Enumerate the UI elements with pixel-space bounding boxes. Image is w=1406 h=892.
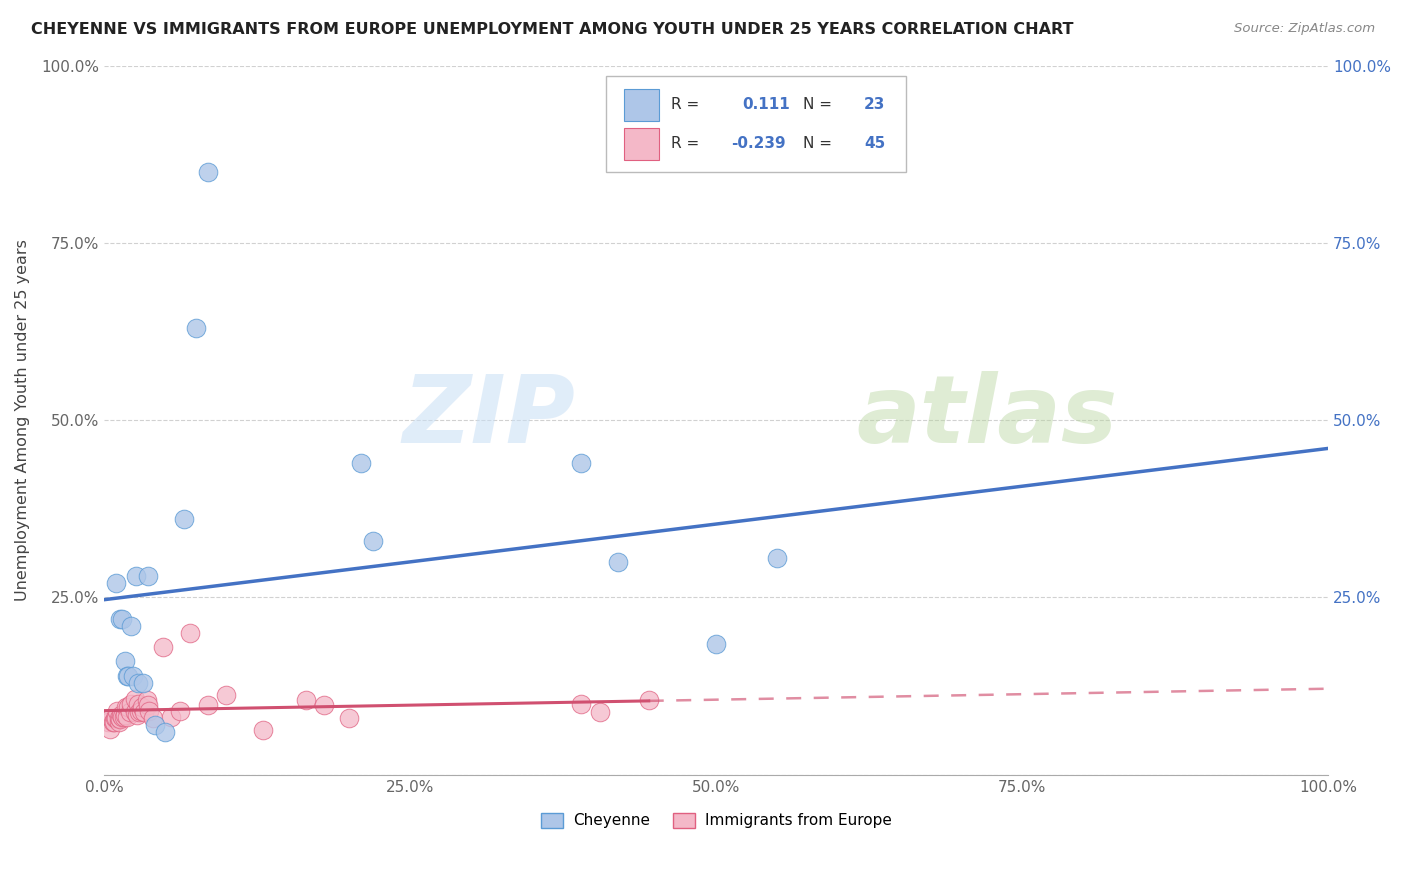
Point <box>173 512 195 526</box>
Text: -0.239: -0.239 <box>731 136 786 151</box>
Legend: Cheyenne, Immigrants from Europe: Cheyenne, Immigrants from Europe <box>534 806 897 835</box>
Point <box>112 709 135 723</box>
Point <box>103 714 125 729</box>
Point <box>197 698 219 713</box>
Point <box>111 612 134 626</box>
Point <box>120 619 142 633</box>
Text: 23: 23 <box>865 97 886 112</box>
Point <box>252 723 274 738</box>
Point <box>766 551 789 566</box>
Point <box>117 700 139 714</box>
Point <box>136 569 159 583</box>
Y-axis label: Unemployment Among Youth under 25 years: Unemployment Among Youth under 25 years <box>15 239 30 601</box>
Point <box>589 706 612 720</box>
Point <box>134 706 156 720</box>
Point <box>114 707 136 722</box>
Point <box>607 555 630 569</box>
Text: 45: 45 <box>865 136 886 151</box>
Point <box>169 704 191 718</box>
Point <box>152 640 174 654</box>
Point <box>108 612 131 626</box>
Point <box>704 637 727 651</box>
Point <box>128 706 150 720</box>
Point <box>105 576 128 591</box>
Point <box>124 692 146 706</box>
Point <box>124 706 146 720</box>
Point <box>117 668 139 682</box>
Text: ZIP: ZIP <box>402 371 575 463</box>
Point <box>215 689 238 703</box>
Point <box>125 707 148 722</box>
Point <box>104 711 127 725</box>
Text: 0.111: 0.111 <box>742 97 790 112</box>
Point <box>105 711 128 725</box>
Point <box>160 709 183 723</box>
Point <box>110 707 132 722</box>
Point <box>132 675 155 690</box>
FancyBboxPatch shape <box>606 76 905 172</box>
Point <box>107 704 129 718</box>
Point <box>127 697 149 711</box>
Text: R =: R = <box>671 136 699 151</box>
Point <box>127 675 149 690</box>
Point <box>314 698 336 713</box>
Text: R =: R = <box>671 97 699 112</box>
Point <box>108 713 131 727</box>
Point <box>98 722 121 736</box>
Text: Source: ZipAtlas.com: Source: ZipAtlas.com <box>1234 22 1375 36</box>
Point <box>107 711 129 725</box>
Point <box>361 533 384 548</box>
Point <box>120 697 142 711</box>
Point <box>100 711 122 725</box>
Point <box>114 654 136 668</box>
Point <box>571 697 593 711</box>
Point <box>350 456 373 470</box>
Point <box>136 698 159 713</box>
Point <box>138 704 160 718</box>
Point <box>135 693 157 707</box>
Point <box>101 714 124 729</box>
Point <box>197 165 219 179</box>
Text: N =: N = <box>803 97 832 112</box>
Point <box>115 700 138 714</box>
Point <box>179 626 201 640</box>
Text: N =: N = <box>803 136 832 151</box>
Text: CHEYENNE VS IMMIGRANTS FROM EUROPE UNEMPLOYMENT AMONG YOUTH UNDER 25 YEARS CORRE: CHEYENNE VS IMMIGRANTS FROM EUROPE UNEMP… <box>31 22 1073 37</box>
Bar <box>624 128 658 160</box>
Point <box>129 704 152 718</box>
Bar <box>624 88 658 120</box>
Text: atlas: atlas <box>856 371 1118 463</box>
Point <box>337 711 360 725</box>
Point <box>97 714 120 729</box>
Point <box>125 569 148 583</box>
Point <box>145 718 167 732</box>
Point <box>115 709 138 723</box>
Point <box>122 668 145 682</box>
Point <box>184 321 207 335</box>
Point <box>111 709 134 723</box>
Point <box>131 700 153 714</box>
Point <box>107 714 129 729</box>
Point <box>115 668 138 682</box>
Point <box>153 725 176 739</box>
Point <box>637 693 659 707</box>
Point <box>118 706 141 720</box>
Point <box>142 711 165 725</box>
Point <box>571 456 593 470</box>
Point <box>295 693 318 707</box>
